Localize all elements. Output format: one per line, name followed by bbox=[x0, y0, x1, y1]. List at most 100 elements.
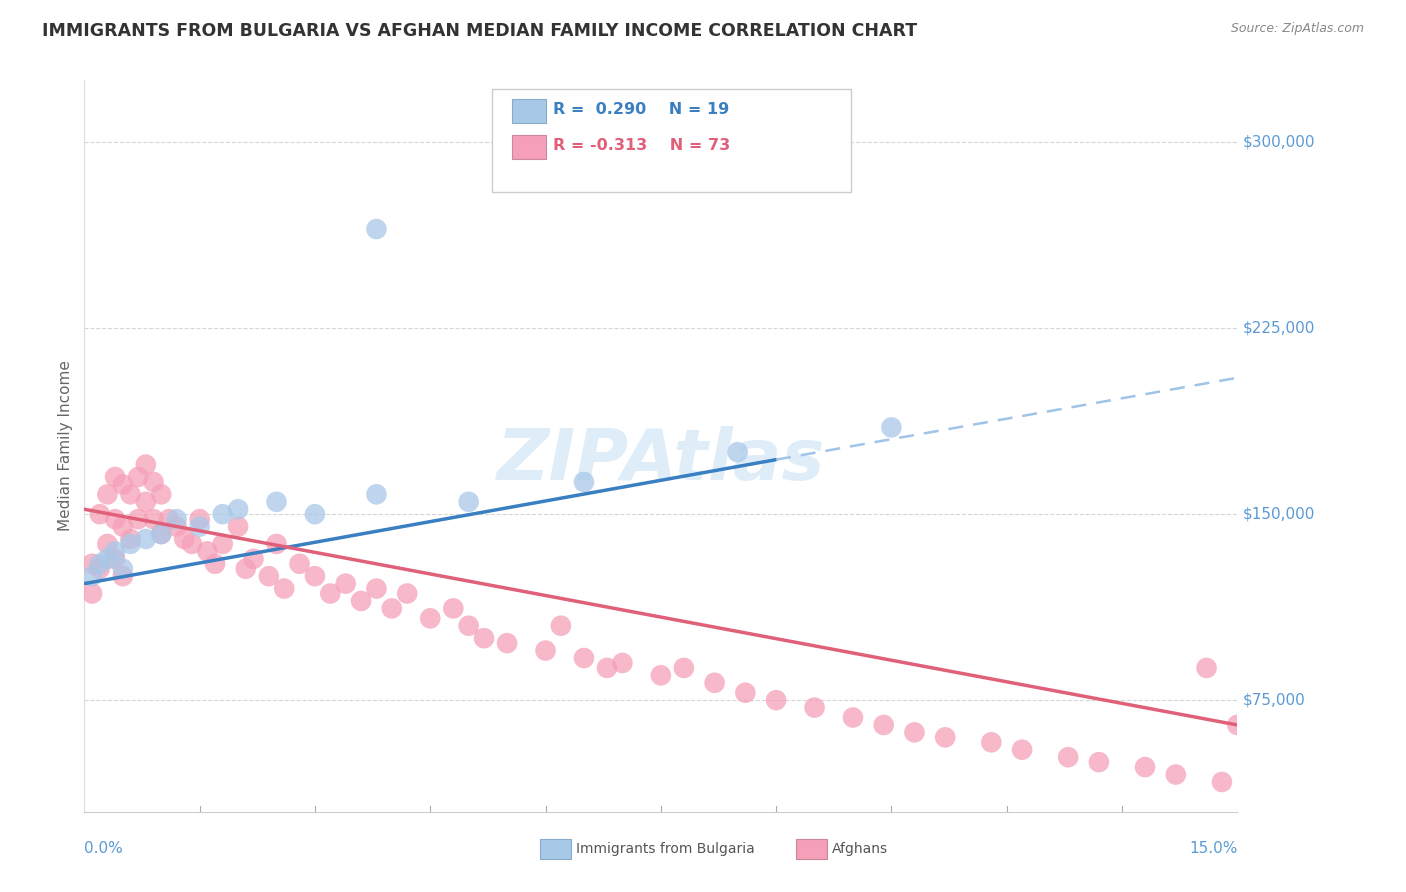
Point bbox=[765, 693, 787, 707]
Text: R = -0.313    N = 73: R = -0.313 N = 73 bbox=[553, 138, 730, 153]
Point bbox=[111, 569, 134, 583]
Point bbox=[873, 718, 896, 732]
Point bbox=[226, 519, 249, 533]
Point bbox=[181, 537, 204, 551]
Text: $75,000: $75,000 bbox=[1243, 693, 1306, 707]
Point bbox=[157, 512, 180, 526]
Point bbox=[441, 601, 464, 615]
Point bbox=[419, 611, 441, 625]
Point bbox=[350, 594, 373, 608]
Point bbox=[672, 661, 695, 675]
Point bbox=[304, 569, 326, 583]
Point bbox=[142, 512, 165, 526]
Point bbox=[273, 582, 295, 596]
Point bbox=[150, 527, 173, 541]
Point bbox=[366, 582, 388, 596]
Text: IMMIGRANTS FROM BULGARIA VS AFGHAN MEDIAN FAMILY INCOME CORRELATION CHART: IMMIGRANTS FROM BULGARIA VS AFGHAN MEDIA… bbox=[42, 22, 917, 40]
Point bbox=[80, 557, 103, 571]
Point bbox=[903, 725, 925, 739]
Point bbox=[381, 601, 404, 615]
Point bbox=[120, 537, 142, 551]
Text: $225,000: $225,000 bbox=[1243, 321, 1316, 335]
Point bbox=[195, 544, 218, 558]
Point bbox=[242, 551, 264, 566]
Point bbox=[235, 562, 257, 576]
Text: 15.0%: 15.0% bbox=[1189, 841, 1237, 856]
Point bbox=[703, 675, 725, 690]
Point bbox=[934, 731, 956, 745]
Point bbox=[111, 519, 134, 533]
Point bbox=[80, 586, 103, 600]
Point bbox=[650, 668, 672, 682]
Text: $300,000: $300,000 bbox=[1243, 135, 1316, 150]
Text: 0.0%: 0.0% bbox=[84, 841, 124, 856]
Point bbox=[111, 477, 134, 491]
Point bbox=[150, 487, 173, 501]
Point bbox=[111, 562, 134, 576]
Point bbox=[135, 532, 157, 546]
Text: Immigrants from Bulgaria: Immigrants from Bulgaria bbox=[576, 842, 755, 856]
Text: ZIPAtlas: ZIPAtlas bbox=[496, 426, 825, 495]
Point bbox=[1226, 718, 1249, 732]
Point bbox=[104, 512, 127, 526]
Point bbox=[96, 537, 118, 551]
Point bbox=[188, 519, 211, 533]
Y-axis label: Median Family Income: Median Family Income bbox=[58, 360, 73, 532]
Point bbox=[120, 487, 142, 501]
Point bbox=[211, 507, 233, 521]
Point bbox=[120, 532, 142, 546]
Point bbox=[96, 551, 118, 566]
Point bbox=[803, 700, 825, 714]
Point bbox=[472, 631, 495, 645]
Point bbox=[135, 458, 157, 472]
Point bbox=[734, 686, 756, 700]
Text: R =  0.290    N = 19: R = 0.290 N = 19 bbox=[553, 103, 728, 117]
Point bbox=[366, 222, 388, 236]
Point bbox=[135, 495, 157, 509]
Point bbox=[266, 537, 288, 551]
Point bbox=[572, 651, 595, 665]
Point bbox=[1088, 755, 1111, 769]
Point bbox=[211, 537, 233, 551]
Point bbox=[550, 619, 572, 633]
Point bbox=[1164, 767, 1187, 781]
Point bbox=[396, 586, 419, 600]
Point bbox=[80, 569, 103, 583]
Point bbox=[150, 527, 173, 541]
Text: $150,000: $150,000 bbox=[1243, 507, 1316, 522]
Point bbox=[127, 470, 149, 484]
Point bbox=[257, 569, 280, 583]
Point bbox=[166, 519, 188, 533]
Point bbox=[1195, 661, 1218, 675]
Point bbox=[612, 656, 634, 670]
Point bbox=[104, 551, 127, 566]
Point bbox=[266, 495, 288, 509]
Point bbox=[572, 475, 595, 489]
Point bbox=[457, 619, 479, 633]
Point bbox=[1133, 760, 1156, 774]
Point bbox=[288, 557, 311, 571]
Point bbox=[1057, 750, 1080, 764]
Point bbox=[166, 512, 188, 526]
Point bbox=[173, 532, 195, 546]
Point bbox=[89, 507, 111, 521]
Point bbox=[496, 636, 519, 650]
Text: Afghans: Afghans bbox=[832, 842, 889, 856]
Point bbox=[596, 661, 619, 675]
Point bbox=[188, 512, 211, 526]
Point bbox=[304, 507, 326, 521]
Text: Source: ZipAtlas.com: Source: ZipAtlas.com bbox=[1230, 22, 1364, 36]
Point bbox=[319, 586, 342, 600]
Point bbox=[842, 710, 865, 724]
Point bbox=[127, 512, 149, 526]
Point bbox=[104, 470, 127, 484]
Point bbox=[142, 475, 165, 489]
Point bbox=[204, 557, 226, 571]
Point bbox=[335, 576, 357, 591]
Point bbox=[727, 445, 749, 459]
Point bbox=[534, 643, 557, 657]
Point bbox=[89, 557, 111, 571]
Point bbox=[1211, 775, 1233, 789]
Point bbox=[89, 562, 111, 576]
Point bbox=[1011, 743, 1033, 757]
